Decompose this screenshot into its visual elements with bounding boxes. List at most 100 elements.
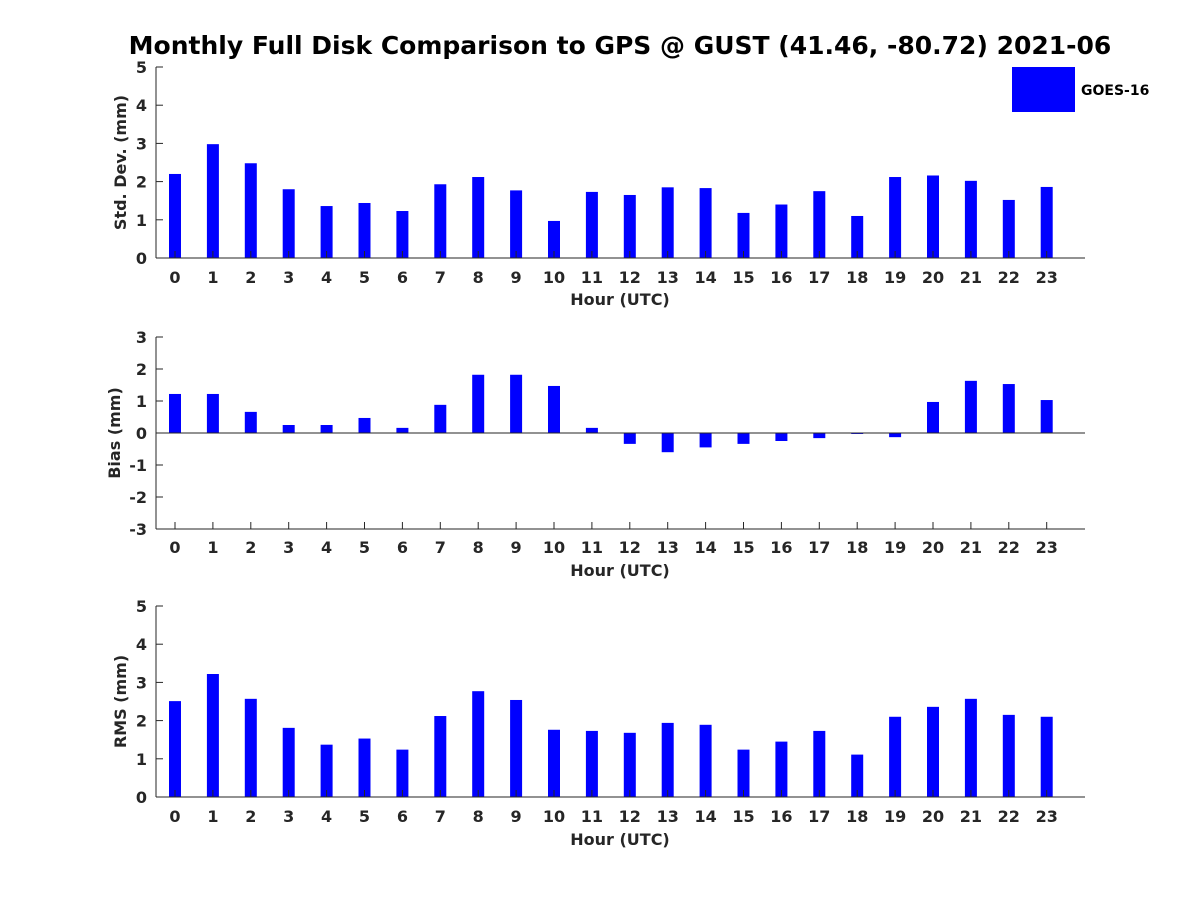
x-tick-label: 3 (283, 538, 294, 557)
x-tick-label: 5 (359, 538, 370, 557)
x-tick-label: 9 (511, 268, 522, 287)
bar-hour-13 (661, 187, 674, 258)
bar-hour-18 (851, 754, 864, 797)
bar-hour-19 (889, 433, 902, 438)
x-tick-label: 23 (1036, 268, 1058, 287)
bar-hour-10 (548, 729, 560, 797)
x-tick-label: 17 (808, 268, 830, 287)
y-tick-label: 0 (136, 249, 147, 268)
x-tick-label: 16 (770, 807, 792, 826)
y-tick-label: 0 (136, 788, 147, 807)
y-tick-label: 1 (136, 750, 147, 769)
x-axis-label: Hour (UTC) (570, 561, 670, 580)
bar-hour-7 (434, 716, 447, 797)
bar-hour-14 (699, 433, 712, 448)
x-tick-label: 1 (207, 538, 218, 557)
y-tick-label: 1 (136, 211, 147, 230)
x-tick-label: 13 (657, 538, 679, 557)
x-tick-label: 20 (922, 807, 944, 826)
x-tick-label: 16 (770, 268, 792, 287)
x-tick-label: 7 (435, 807, 446, 826)
x-tick-label: 6 (397, 807, 408, 826)
x-tick-label: 8 (473, 268, 484, 287)
x-tick-label: 0 (169, 268, 180, 287)
x-tick-label: 10 (543, 538, 565, 557)
x-tick-label: 8 (473, 807, 484, 826)
x-tick-label: 4 (321, 807, 332, 826)
bar-hour-22 (1002, 714, 1015, 797)
x-tick-label: 5 (359, 268, 370, 287)
bar-hour-1 (206, 144, 219, 258)
bar-hour-9 (510, 190, 523, 258)
y-tick-label: 4 (136, 635, 147, 654)
legend-label: GOES-16 (1081, 83, 1149, 99)
bar-hour-11 (585, 191, 598, 258)
bar-hour-21 (964, 180, 977, 258)
bar-hour-8 (472, 691, 485, 797)
x-axis-label: Hour (UTC) (570, 830, 670, 849)
bar-hour-17 (813, 433, 826, 439)
x-tick-label: 0 (169, 538, 180, 557)
x-tick-label: 22 (998, 268, 1020, 287)
bar-hour-5 (358, 738, 371, 797)
x-tick-label: 4 (321, 268, 332, 287)
bar-hour-7 (434, 184, 447, 258)
x-tick-label: 11 (581, 538, 603, 557)
x-tick-label: 21 (960, 538, 982, 557)
bar-hour-1 (206, 393, 219, 433)
bar-hour-16 (775, 741, 788, 797)
bar-hour-2 (244, 163, 257, 258)
x-tick-label: 13 (657, 268, 679, 287)
bar-hour-14 (699, 188, 712, 258)
y-tick-label: 5 (136, 58, 147, 77)
bar-hour-13 (661, 722, 674, 797)
bar-hour-19 (889, 177, 902, 258)
bar-hour-16 (775, 433, 788, 441)
x-tick-label: 8 (473, 538, 484, 557)
bar-hour-6 (396, 211, 409, 258)
x-tick-label: 2 (245, 268, 256, 287)
bar-hour-13 (661, 433, 674, 453)
bar-hour-23 (1040, 400, 1053, 433)
bar-hour-11 (585, 427, 598, 433)
y-tick-label: 2 (136, 173, 147, 192)
bar-hour-6 (396, 749, 409, 797)
x-tick-label: 10 (543, 268, 565, 287)
x-tick-label: 20 (922, 538, 944, 557)
bar-hour-23 (1040, 186, 1053, 258)
x-tick-label: 0 (169, 807, 180, 826)
x-tick-label: 14 (694, 268, 716, 287)
x-tick-label: 13 (657, 807, 679, 826)
x-tick-label: 20 (922, 268, 944, 287)
x-axis-label: Hour (UTC) (570, 290, 670, 309)
bar-hour-5 (358, 417, 371, 433)
bar-hour-19 (889, 716, 902, 797)
chart-title: Monthly Full Disk Comparison to GPS @ GU… (129, 31, 1112, 60)
bar-hour-20 (927, 401, 939, 433)
x-tick-label: 3 (283, 268, 294, 287)
bar-hour-0 (169, 393, 181, 433)
x-tick-label: 23 (1036, 807, 1058, 826)
bar-hour-2 (244, 411, 257, 433)
x-tick-label: 5 (359, 807, 370, 826)
x-tick-label: 12 (619, 268, 641, 287)
x-tick-label: 3 (283, 807, 294, 826)
bar-hour-6 (396, 427, 409, 433)
x-tick-label: 14 (694, 807, 716, 826)
bar-hour-3 (282, 425, 295, 433)
x-tick-label: 9 (511, 538, 522, 557)
y-tick-label: 4 (136, 96, 147, 115)
x-tick-label: 9 (511, 807, 522, 826)
bar-hour-8 (472, 374, 485, 433)
x-tick-label: 12 (619, 538, 641, 557)
bar-hour-8 (472, 177, 485, 258)
x-tick-label: 21 (960, 268, 982, 287)
x-tick-label: 1 (207, 807, 218, 826)
bar-hour-22 (1002, 384, 1015, 433)
y-tick-label: -1 (129, 456, 147, 475)
bar-hour-21 (964, 698, 977, 797)
x-tick-label: 15 (732, 268, 754, 287)
bar-hour-16 (775, 204, 788, 258)
